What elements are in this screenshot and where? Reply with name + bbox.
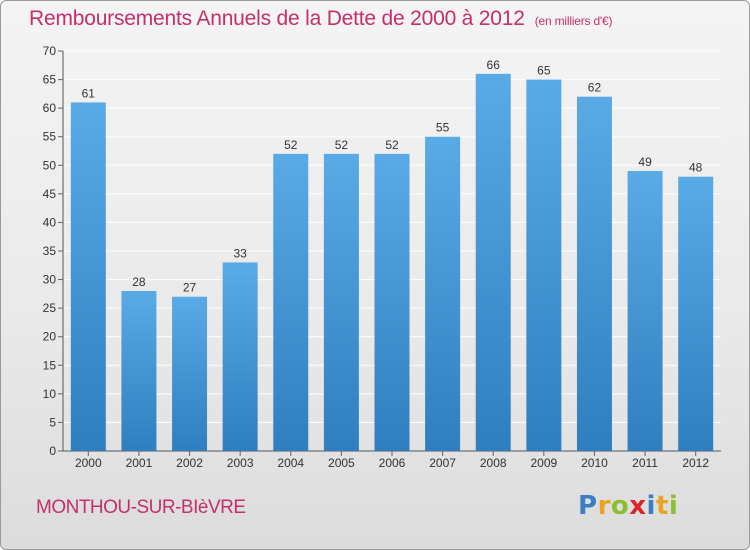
data-label: 48 (689, 161, 703, 175)
y-tick-label: 40 (43, 215, 57, 229)
bar-2011 (627, 171, 663, 451)
logo-letter: t (655, 491, 669, 521)
commune-name: MONTHOU-SUR-BIèVRE (36, 497, 246, 518)
data-label: 28 (132, 275, 146, 289)
y-tick-label: 60 (43, 101, 57, 115)
logo-letter: x (629, 491, 647, 521)
data-label: 52 (335, 138, 349, 152)
y-tick-label: 45 (43, 187, 57, 201)
x-tick-label: 2008 (480, 456, 507, 470)
y-tick-label: 25 (43, 301, 57, 315)
bar-2004 (273, 153, 309, 451)
x-tick-label: 2004 (277, 456, 304, 470)
x-tick-label: 2003 (227, 456, 254, 470)
logo-letter: i (668, 491, 679, 521)
x-tick-label: 2005 (328, 456, 355, 470)
chart-title: Remboursements Annuels de la Dette de 20… (29, 7, 612, 31)
y-tick-label: 35 (43, 244, 57, 258)
bar-2003 (222, 262, 258, 451)
unit-note: (en milliers d'€) (534, 14, 613, 28)
x-tick-label: 2009 (530, 456, 557, 470)
x-tick-label: 2012 (682, 456, 709, 470)
logo-letter: i (646, 491, 656, 521)
data-label: 61 (82, 86, 96, 100)
data-label: 33 (233, 246, 247, 260)
labels: 0 5 10 15 20 25 30 35 40 45 50 55 60 65 70 61 2000 28 2001… (43, 44, 710, 470)
bar-2005 (323, 153, 359, 451)
data-label: 65 (537, 64, 551, 78)
bar-2006 (374, 153, 410, 451)
data-label: 49 (638, 155, 652, 169)
y-tick-label: 20 (43, 330, 57, 344)
y-tick-label: 50 (43, 158, 57, 172)
data-label: 52 (385, 138, 399, 152)
x-tick-label: 2010 (581, 456, 608, 470)
bar-2009 (526, 79, 562, 452)
proxiti-logo[interactable]: Proxiti (578, 491, 678, 521)
bar-2010 (576, 96, 612, 451)
y-tick-label: 55 (43, 130, 57, 144)
data-label: 62 (588, 81, 602, 95)
x-tick-label: 2000 (75, 456, 102, 470)
logo-letter: o (610, 491, 630, 521)
data-label: 52 (284, 138, 298, 152)
y-tick-label: 70 (43, 44, 57, 58)
title-text: Remboursements Annuels de la Dette de 20… (29, 7, 525, 30)
x-tick-label: 2001 (126, 456, 153, 470)
bars (70, 73, 714, 452)
data-label: 66 (487, 58, 501, 72)
x-tick-label: 2006 (379, 456, 406, 470)
x-tick-label: 2002 (176, 456, 203, 470)
data-label: 27 (183, 281, 197, 295)
bar-2001 (121, 291, 157, 451)
bar-2002 (172, 296, 208, 451)
y-tick-label: 0 (49, 444, 56, 458)
y-tick-label: 15 (43, 358, 57, 372)
logo-letter: r (597, 491, 611, 521)
x-tick-label: 2011 (632, 456, 658, 470)
bar-2012 (678, 176, 714, 451)
bar-2007 (425, 136, 461, 451)
y-tick-label: 30 (43, 273, 57, 287)
logo-letter: P (578, 491, 598, 521)
bar-2008 (475, 73, 511, 451)
y-tick-label: 65 (43, 73, 57, 87)
data-label: 55 (436, 121, 450, 135)
y-tick-label: 5 (49, 415, 56, 429)
y-tick-label: 10 (43, 387, 57, 401)
bar-2000 (70, 102, 106, 451)
x-tick-label: 2007 (429, 456, 456, 470)
